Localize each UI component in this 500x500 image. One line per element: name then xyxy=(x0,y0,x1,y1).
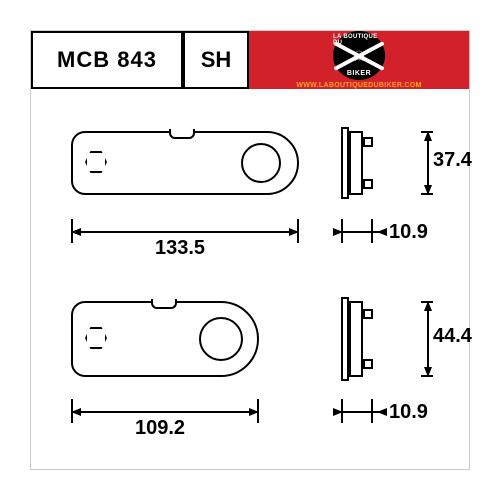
skull-badge: LA BOUTIQUE DU ☠ BIKER xyxy=(333,31,385,80)
pad2-length-value: 109.2 xyxy=(135,417,185,440)
badge-top-text: LA BOUTIQUE DU xyxy=(333,34,385,46)
pad2-side-view xyxy=(341,301,373,377)
header-row: MCB 843 SH LA BOUTIQUE DU ☠ BIKER WWW.LA… xyxy=(31,31,469,89)
variant-label: SH xyxy=(183,31,249,89)
pad2-thickness-value: 10.9 xyxy=(389,401,428,424)
pad1-backplate xyxy=(341,127,349,199)
pad2-tab-bot xyxy=(363,359,373,369)
pad1-side-view xyxy=(341,131,373,195)
pad2-height-value: 44.4 xyxy=(433,325,472,348)
pad2-tab-top xyxy=(363,309,373,319)
pad1-tab-top xyxy=(363,137,373,147)
pad1-ring-hole xyxy=(241,143,281,183)
pad1-length-value: 133.5 xyxy=(155,237,205,260)
pad1-friction xyxy=(349,131,363,195)
brand-url: WWW.LABOUTIQUEDUBIKER.COM xyxy=(296,82,421,89)
pad2-ring-hole xyxy=(199,317,243,361)
diagram-area: 37.4 133.5 10.9 44.4 xyxy=(31,89,469,469)
model-label: MCB 843 xyxy=(31,31,183,89)
spec-card: MCB 843 SH LA BOUTIQUE DU ☠ BIKER WWW.LA… xyxy=(30,30,470,470)
pad2-friction xyxy=(349,301,363,377)
pad1-notch xyxy=(169,129,195,139)
pad2-backplate xyxy=(341,297,349,381)
pad2-notch xyxy=(151,299,177,309)
pad1-thickness-value: 10.9 xyxy=(389,221,428,244)
pad1-tab-bot xyxy=(363,179,373,189)
brand-logo-box: LA BOUTIQUE DU ☠ BIKER WWW.LABOUTIQUEDUB… xyxy=(249,31,469,89)
badge-bottom-text: BIKER xyxy=(347,70,371,77)
pad1-height-value: 37.4 xyxy=(433,149,472,172)
